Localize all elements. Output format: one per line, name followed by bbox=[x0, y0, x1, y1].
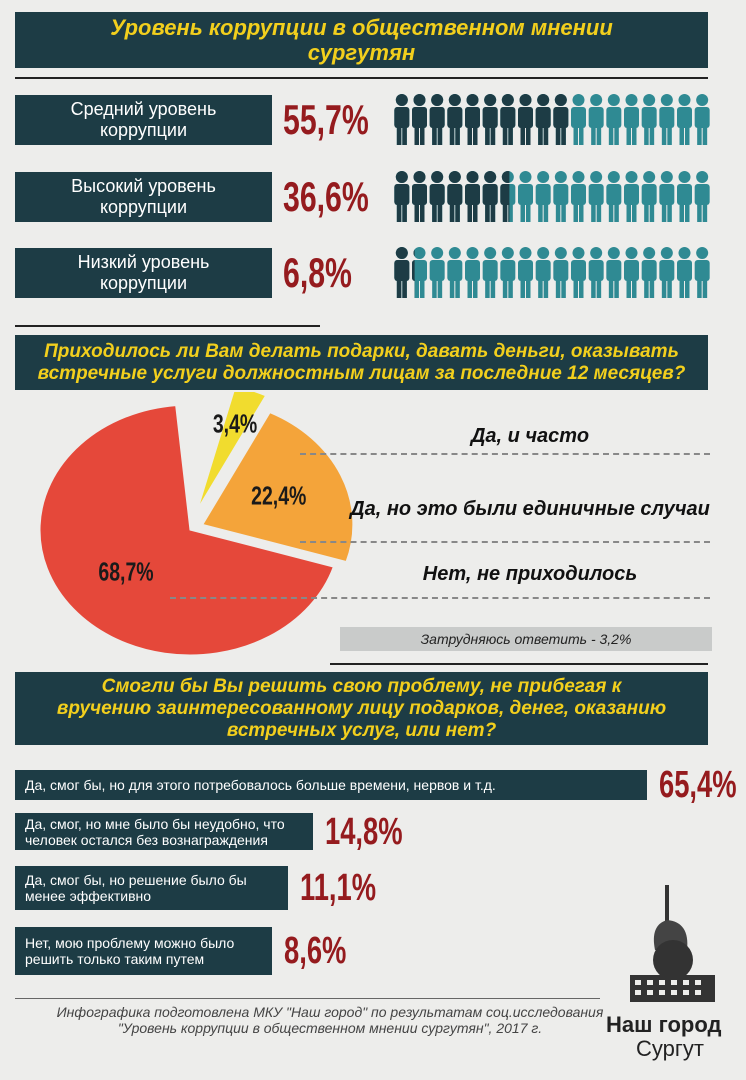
footer: Инфографика подготовлена МКУ "Наш город"… bbox=[56, 1004, 604, 1036]
leader-line bbox=[170, 597, 710, 599]
level-value: 36,6% bbox=[283, 173, 369, 220]
pictogram-share bbox=[394, 94, 569, 145]
answer-label: Да, но это были единичные случаи bbox=[350, 498, 710, 520]
note: Затрудняюсь ответить - 3,2% bbox=[340, 627, 712, 651]
slice-label: 22,4% bbox=[251, 481, 306, 510]
leader-line bbox=[300, 453, 710, 455]
pie-chart: 3,4% 22,4% 68,7% bbox=[39, 392, 354, 656]
pie-slice bbox=[39, 405, 334, 656]
level-value: 55,7% bbox=[283, 96, 369, 143]
pictogram-share bbox=[394, 171, 510, 222]
pie-slice bbox=[202, 412, 354, 563]
answer-value: 14,8% bbox=[324, 810, 403, 853]
level-label: Низкий уровень коррупции bbox=[15, 248, 272, 298]
level-label: Высокий уровень коррупции bbox=[15, 172, 272, 222]
logo-icon bbox=[630, 885, 715, 1002]
divider bbox=[15, 325, 320, 327]
pictogram bbox=[394, 247, 710, 298]
pictogram-share bbox=[394, 247, 415, 298]
logo-name: Наш город bbox=[606, 1012, 722, 1037]
divider bbox=[15, 77, 708, 79]
pie-slice bbox=[197, 392, 267, 508]
answer-label: Да, и часто bbox=[470, 425, 590, 447]
divider bbox=[330, 663, 708, 665]
logo-city: Сургут bbox=[636, 1036, 704, 1061]
question-title: Смогли бы Вы решить свою проблему, не пр… bbox=[15, 672, 708, 745]
title: Уровень коррупции в общественном мнении … bbox=[15, 12, 708, 68]
pictogram bbox=[394, 94, 710, 145]
level-value: 6,8% bbox=[283, 249, 352, 296]
answer-value: 11,1% bbox=[300, 867, 377, 909]
answer-value: 8,6% bbox=[283, 930, 347, 972]
answer-value: 65,4% bbox=[658, 764, 737, 806]
answer-bar: Нет, мою проблему можно было решить толь… bbox=[15, 927, 272, 975]
answer-bar: Да, смог бы, но для этого потребовалось … bbox=[15, 770, 647, 800]
question-title: Приходилось ли Вам делать подарки, дават… bbox=[15, 335, 708, 390]
pictogram bbox=[394, 171, 710, 222]
divider bbox=[15, 998, 600, 999]
answer-bar: Да, смог, но мне было бы неудобно, что ч… bbox=[15, 813, 313, 850]
answer-bar: Да, смог бы, но решение было бы менее эф… bbox=[15, 866, 289, 910]
level-label: Средний уровень коррупции bbox=[15, 95, 272, 145]
leader-line bbox=[300, 541, 710, 543]
slice-label: 68,7% bbox=[98, 557, 153, 586]
pictogram-rest bbox=[394, 247, 710, 298]
slice-label: 3,4% bbox=[213, 409, 257, 438]
answer-label: Нет, не приходилось bbox=[422, 563, 638, 585]
